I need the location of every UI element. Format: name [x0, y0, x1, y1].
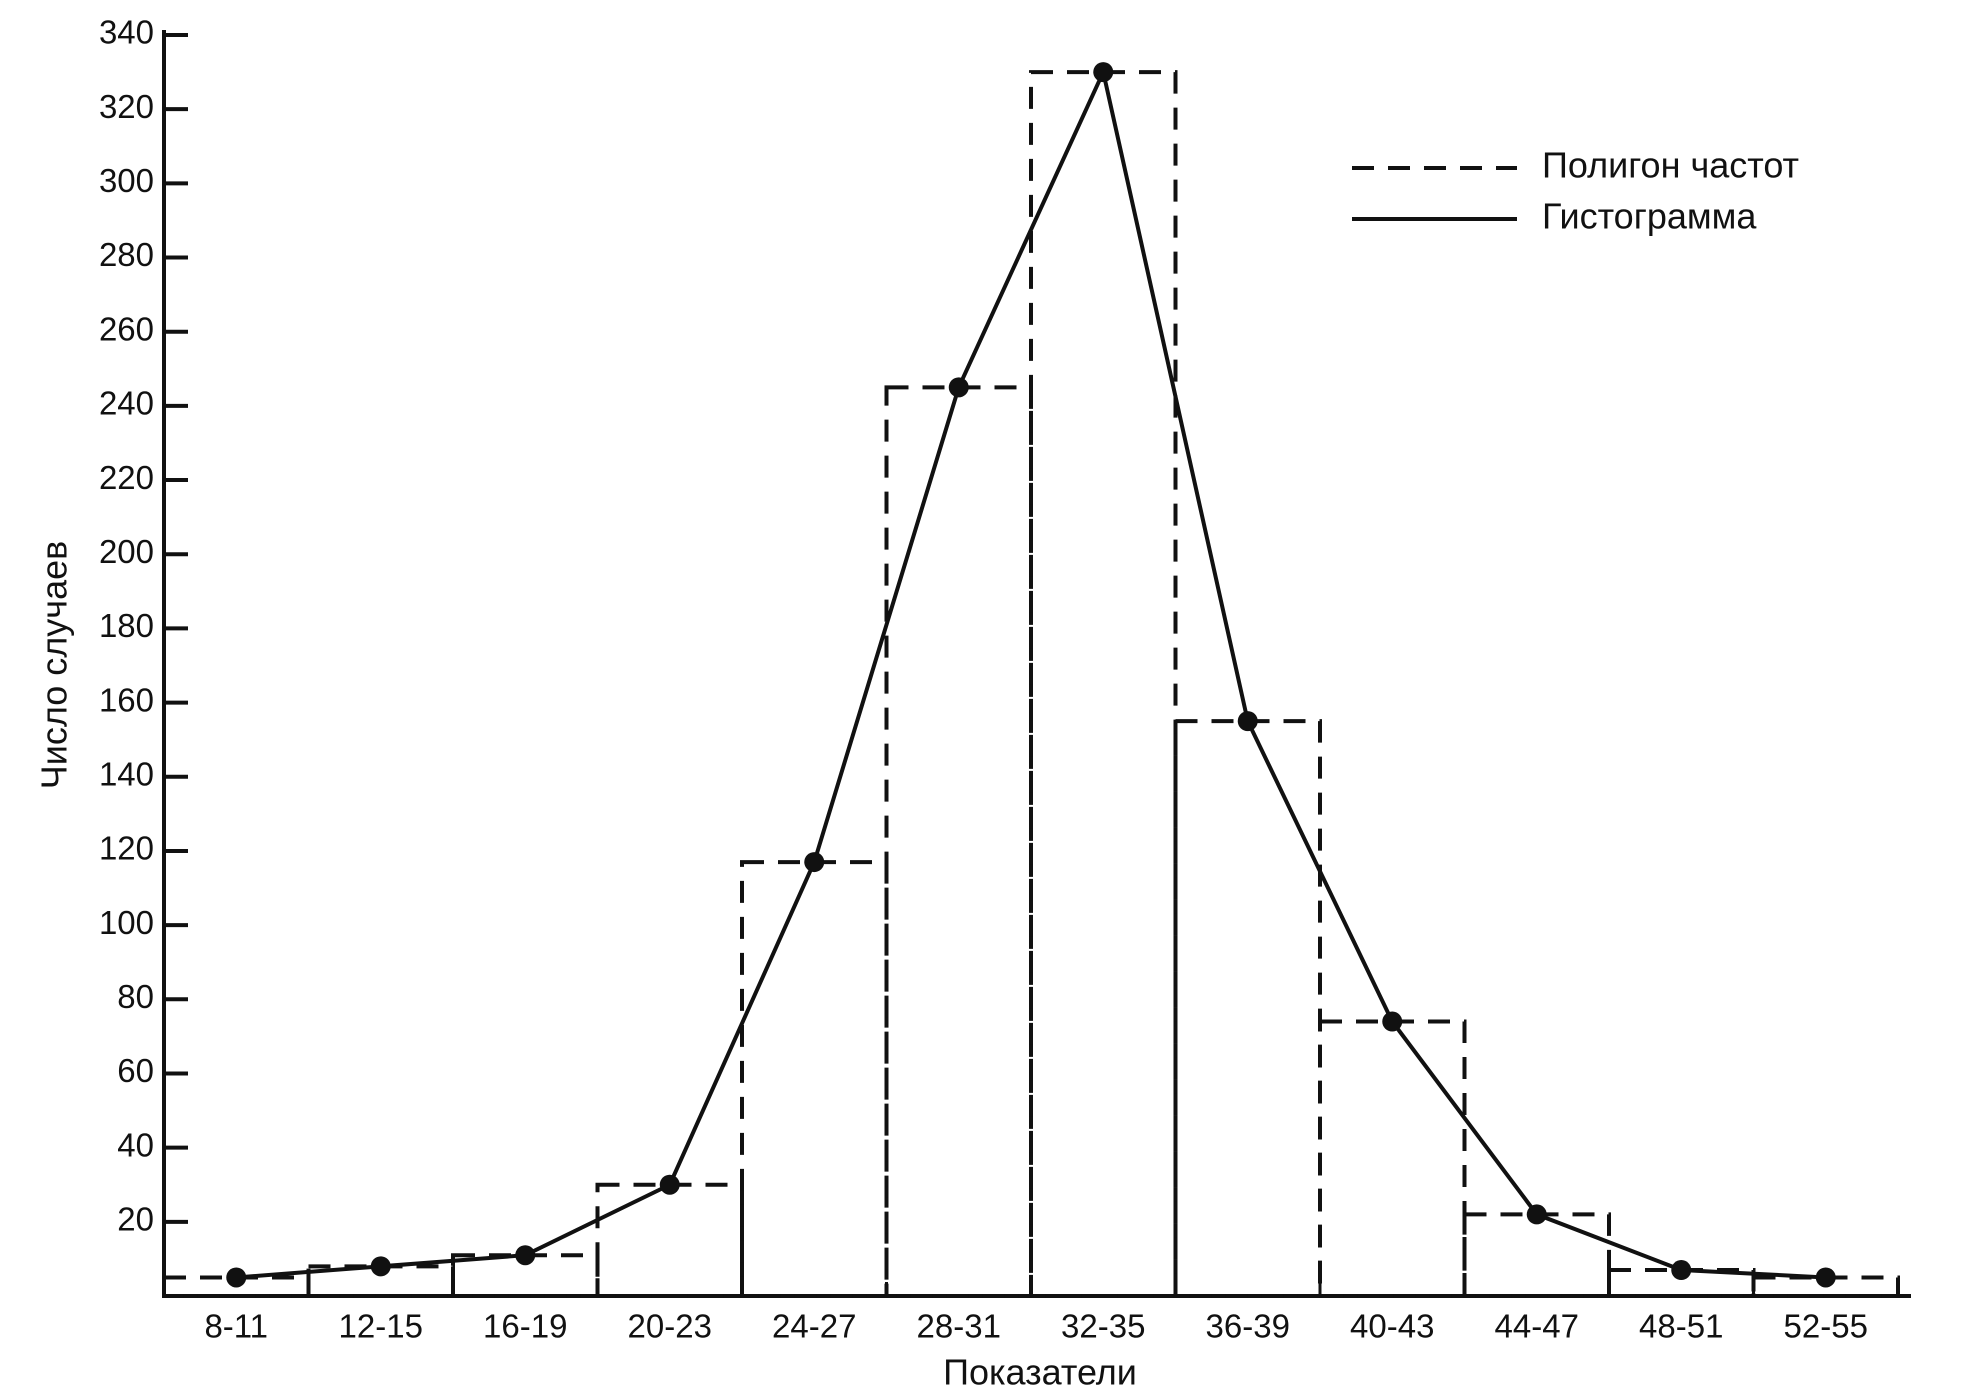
- x-tick-label: 40-43: [1350, 1308, 1434, 1345]
- point: [515, 1245, 536, 1266]
- point: [659, 1174, 680, 1195]
- y-tick-label: 340: [99, 14, 154, 51]
- bar: [1173, 719, 1322, 1298]
- x-tick-label: 16-19: [483, 1308, 567, 1345]
- x-tick-label: 24-27: [772, 1308, 856, 1345]
- point: [1526, 1204, 1547, 1225]
- point: [948, 377, 969, 398]
- bar: [1318, 1019, 1467, 1298]
- point: [370, 1256, 391, 1277]
- y-tick-label: 60: [117, 1052, 154, 1089]
- y-tick-label: 220: [99, 459, 154, 496]
- point: [1237, 711, 1258, 732]
- y-tick-label: 160: [99, 681, 154, 718]
- polygon-line: [236, 65, 1826, 1280]
- x-tick-label: 20-23: [628, 1308, 712, 1345]
- x-axis-label: Показатели: [943, 1352, 1137, 1393]
- bar: [740, 860, 889, 1298]
- point: [1093, 62, 1114, 83]
- x-tick-label: 52-55: [1784, 1308, 1868, 1345]
- y-tick-label: 120: [99, 830, 154, 867]
- bar: [1462, 1212, 1611, 1298]
- y-tick-label: 20: [117, 1201, 154, 1238]
- legend-label: Полигон частот: [1542, 145, 1799, 186]
- point: [804, 852, 825, 873]
- y-tick-label: 80: [117, 978, 154, 1015]
- x-tick-label: 36-39: [1206, 1308, 1290, 1345]
- y-tick-label: 300: [99, 162, 154, 199]
- y-tick-label: 320: [99, 88, 154, 125]
- point: [1815, 1267, 1836, 1288]
- point: [1671, 1260, 1692, 1281]
- y-tick-label: 180: [99, 607, 154, 644]
- y-tick-label: 280: [99, 236, 154, 273]
- x-tick-label: 48-51: [1639, 1308, 1723, 1345]
- y-tick-label: 40: [117, 1126, 154, 1163]
- y-axis-label: Число случаев: [34, 541, 75, 789]
- legend-label: Гистограмма: [1542, 196, 1757, 237]
- point: [226, 1267, 247, 1288]
- x-tick-label: 44-47: [1495, 1308, 1579, 1345]
- x-tick-label: 28-31: [917, 1308, 1001, 1345]
- bar: [1029, 70, 1178, 1298]
- x-tick-label: 12-15: [339, 1308, 423, 1345]
- bar: [884, 385, 1033, 1298]
- x-tick-label: 8-11: [204, 1308, 268, 1345]
- x-tick-label: 32-35: [1061, 1308, 1145, 1345]
- y-tick-label: 260: [99, 310, 154, 347]
- bar: [595, 1182, 744, 1299]
- y-tick-label: 140: [99, 755, 154, 792]
- y-tick-label: 200: [99, 533, 154, 570]
- y-tick-label: 100: [99, 904, 154, 941]
- point: [1382, 1011, 1403, 1032]
- y-tick-label: 240: [99, 385, 154, 422]
